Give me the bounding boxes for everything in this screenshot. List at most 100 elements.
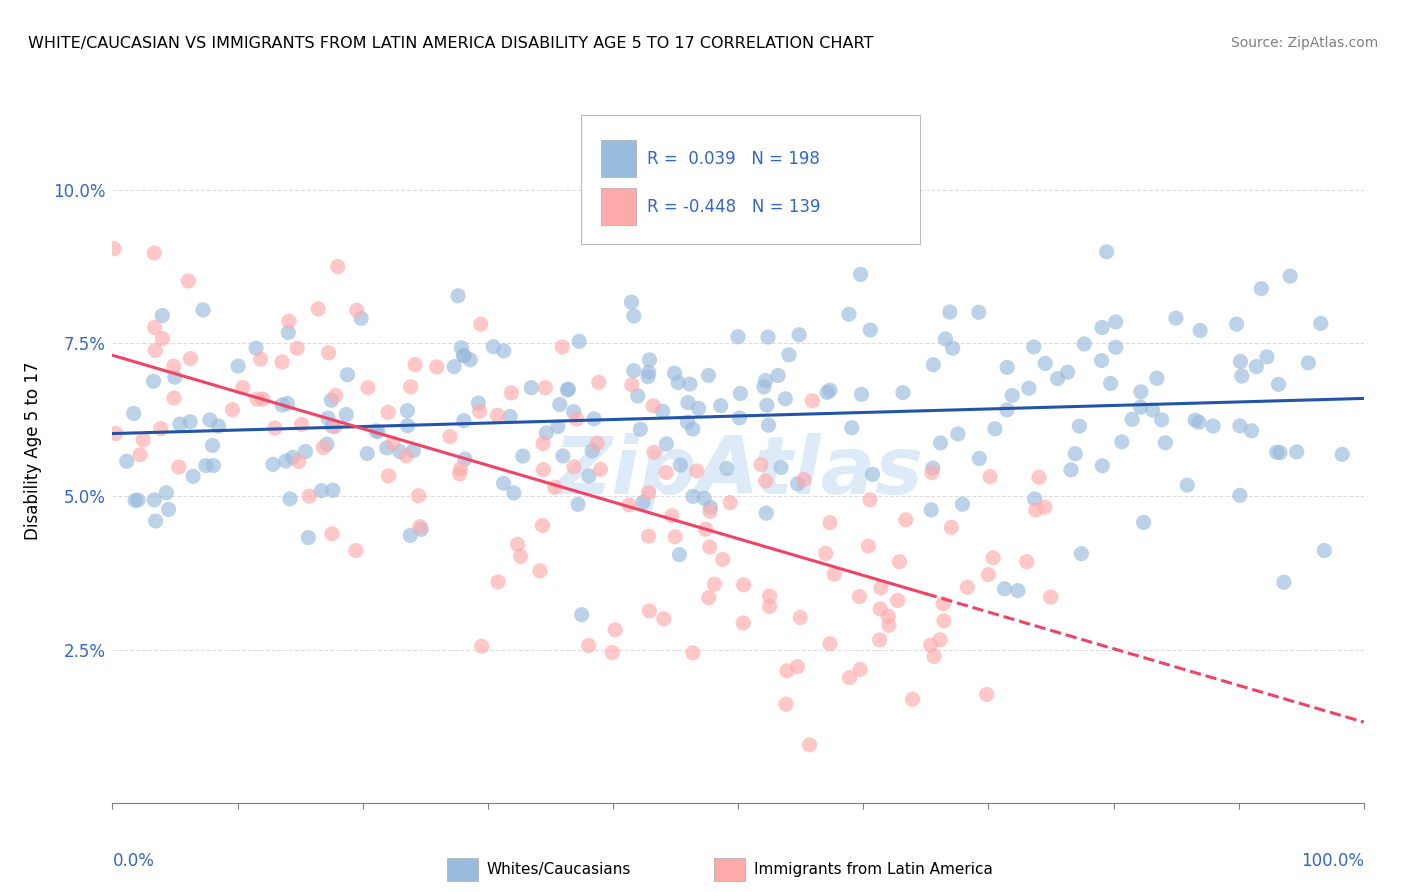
Point: [264, 421, 287, 435]
Point: [122, 406, 145, 420]
Point: [344, 543, 367, 558]
Point: [321, 419, 343, 434]
Point: [1001, 388, 1024, 402]
Point: [127, 493, 149, 508]
Point: [699, 540, 721, 554]
Point: [676, 395, 699, 409]
Point: [710, 399, 733, 413]
Point: [453, 349, 475, 363]
Point: [699, 500, 721, 515]
Point: [586, 436, 609, 450]
Point: [666, 376, 689, 390]
Point: [1184, 413, 1206, 427]
Point: [921, 461, 943, 475]
Point: [142, 374, 165, 388]
Point: [588, 376, 610, 390]
Point: [115, 454, 138, 468]
Point: [818, 516, 841, 530]
Point: [849, 662, 872, 676]
Point: [617, 498, 640, 512]
Point: [276, 396, 298, 410]
Point: [149, 422, 172, 436]
Point: [1132, 516, 1154, 530]
Point: [901, 692, 924, 706]
Point: [501, 385, 523, 400]
Point: [1229, 418, 1251, 433]
Point: [167, 460, 190, 475]
Point: [181, 469, 204, 483]
Point: [163, 359, 186, 374]
Point: [932, 597, 955, 611]
Point: [1015, 555, 1038, 569]
Point: [458, 352, 481, 367]
Point: [921, 466, 943, 480]
Point: [620, 295, 643, 310]
Point: [922, 358, 945, 372]
Point: [682, 646, 704, 660]
Point: [536, 425, 558, 440]
Point: [486, 574, 509, 589]
Point: [177, 274, 200, 288]
Point: [942, 341, 965, 355]
Point: [246, 392, 269, 406]
Point: [562, 459, 585, 474]
Point: [1202, 419, 1225, 434]
Point: [631, 495, 654, 509]
Point: [321, 526, 343, 541]
Point: [506, 537, 529, 551]
Point: [956, 580, 979, 594]
Point: [775, 392, 797, 406]
Point: [468, 404, 491, 418]
Point: [291, 417, 314, 432]
Point: [439, 429, 461, 443]
Point: [336, 368, 359, 382]
Point: [778, 348, 800, 362]
Point: [638, 352, 661, 367]
Point: [939, 305, 962, 319]
Point: [1298, 356, 1320, 370]
Point: [655, 437, 678, 451]
Point: [547, 419, 569, 434]
Point: [1095, 244, 1118, 259]
Point: [894, 513, 917, 527]
Point: [357, 381, 380, 395]
Point: [377, 405, 399, 419]
Point: [1033, 500, 1056, 515]
Point: [703, 577, 725, 591]
Point: [776, 664, 799, 678]
Point: [838, 671, 860, 685]
Point: [294, 444, 316, 458]
Point: [404, 358, 426, 372]
Point: [375, 441, 398, 455]
Point: [1229, 354, 1251, 368]
Point: [567, 497, 589, 511]
Point: [977, 567, 1000, 582]
Point: [891, 385, 914, 400]
Point: [1007, 583, 1029, 598]
Point: [1229, 488, 1251, 502]
Point: [1069, 419, 1091, 434]
Point: [249, 352, 271, 367]
Point: [838, 307, 860, 321]
Y-axis label: Disability Age 5 to 17: Disability Age 5 to 17: [24, 361, 42, 540]
Point: [1025, 503, 1047, 517]
Point: [600, 646, 623, 660]
Point: [755, 398, 778, 412]
Point: [321, 393, 343, 408]
Point: [849, 268, 872, 282]
Point: [194, 458, 217, 473]
Point: [929, 632, 952, 647]
Point: [1046, 371, 1069, 385]
Point: [1091, 320, 1114, 334]
Point: [1154, 435, 1177, 450]
Point: [453, 414, 475, 428]
Point: [1091, 458, 1114, 473]
Point: [1272, 575, 1295, 590]
Point: [201, 438, 224, 452]
Point: [1150, 413, 1173, 427]
Point: [531, 436, 554, 450]
Point: [981, 550, 1004, 565]
Point: [661, 508, 683, 523]
Point: [1164, 311, 1187, 326]
Point: [520, 381, 543, 395]
